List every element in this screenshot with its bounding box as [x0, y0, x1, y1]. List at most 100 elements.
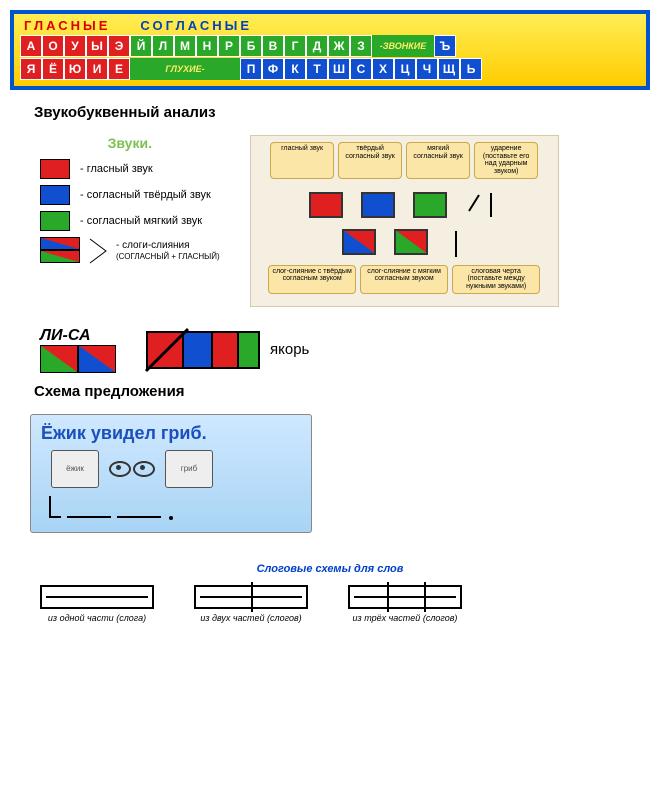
letter-А: А: [20, 35, 42, 57]
letter-О: О: [42, 35, 64, 57]
example-lisa-block: ЛИ-СА якорь: [40, 327, 650, 373]
alphabet-row-2: ЯЁЮИЕГЛУХИЕ-ПФКТШСХЦЧЩЬ: [20, 58, 640, 80]
ref-square: [361, 192, 395, 218]
caption: ГЛУХИЕ-: [130, 58, 240, 80]
yakor-label: якорь: [270, 341, 309, 358]
header-vowels: ГЛАСНЫЕ: [24, 18, 110, 33]
letter-Л: Л: [152, 35, 174, 57]
lisa-cell: [78, 345, 116, 373]
legend-swatch: [40, 159, 70, 179]
bracket-icon: [88, 237, 108, 265]
sentence-scheme: [49, 496, 301, 518]
syllable-label: из трёх частей (слогов): [348, 613, 462, 623]
letter-Ъ: Ъ: [434, 35, 456, 57]
lisa-label: ЛИ-СА: [40, 327, 116, 345]
example-yakor-block: якорь: [146, 331, 309, 369]
yakor-segment: [213, 333, 240, 367]
letter-Ь: Ь: [460, 58, 482, 80]
syllable-scheme: из двух частей (слогов): [194, 585, 308, 623]
eyes-icon: [109, 461, 155, 477]
legend-title: Звуки.: [40, 135, 220, 151]
yakor-segment: [184, 333, 212, 367]
letter-Д: Д: [306, 35, 328, 57]
section-title-sentence-scheme: Схема предложения: [34, 383, 650, 400]
ref-card: слог-слияние с твёрдым согласным звуком: [268, 265, 356, 294]
ref-card: твёрдый согласный звук: [338, 142, 402, 179]
letter-Ж: Ж: [328, 35, 350, 57]
letter-Ф: Ф: [262, 58, 284, 80]
letter-Я: Я: [20, 58, 42, 80]
letter-Т: Т: [306, 58, 328, 80]
letter-П: П: [240, 58, 262, 80]
ref-square: [309, 192, 343, 218]
syllable-divider-mark: [446, 229, 466, 261]
legend-swatch: [40, 211, 70, 231]
letter-Э: Э: [108, 35, 130, 57]
letter-Ю: Ю: [64, 58, 86, 80]
header-consonants: СОГЛАСНЫЕ: [140, 18, 252, 33]
sound-reference-panel: гласный звуктвёрдый согласный звукмягкий…: [250, 135, 559, 307]
legend-row: - согласный твёрдый звук: [40, 185, 220, 205]
letter-Н: Н: [196, 35, 218, 57]
letter-С: С: [350, 58, 372, 80]
lisa-cell: [40, 345, 78, 373]
letter-Е: Е: [108, 58, 130, 80]
letter-Г: Г: [284, 35, 306, 57]
letter-М: М: [174, 35, 196, 57]
legend-text: - гласный звук: [80, 163, 153, 175]
syllable-label: - слоги-слияния (СОГЛАСНЫЙ + ГЛАСНЫЙ): [116, 240, 220, 262]
ref-square: [413, 192, 447, 218]
legend-swatch: [40, 185, 70, 205]
legend-row: - согласный мягкий звук: [40, 211, 220, 231]
letter-Б: Б: [240, 35, 262, 57]
letter-Ы: Ы: [86, 35, 108, 57]
picture-mushroom: гриб: [165, 450, 213, 488]
legend-text: - согласный твёрдый звук: [80, 189, 211, 201]
syllable-swatch: [40, 237, 80, 265]
syllable-label: из двух частей (слогов): [194, 613, 308, 623]
sentence-example-card: Ёжик увидел гриб. ёжик гриб: [30, 414, 312, 533]
letter-И: И: [86, 58, 108, 80]
ref-syllable-box: [342, 229, 376, 255]
letter-З: З: [350, 35, 372, 57]
sound-legend: Звуки. - гласный звук - согласный твёрдый…: [10, 135, 220, 265]
letter-Х: Х: [372, 58, 394, 80]
strip-header: ГЛАСНЫЕ СОГЛАСНЫЕ: [20, 18, 640, 33]
ref-card: слог-слияние с мягким согласным звуком: [360, 265, 448, 294]
syllable-schemes-row: из одной части (слога) из двух частей (сл…: [10, 585, 650, 623]
syllable-box: [348, 585, 462, 609]
syllable-box: [40, 585, 154, 609]
stress-marks: [465, 189, 499, 221]
letter-Щ: Щ: [438, 58, 460, 80]
caption: -ЗВОНКИЕ: [372, 35, 434, 57]
legend-text: - согласный мягкий звук: [80, 215, 202, 227]
syllable-scheme: из одной части (слога): [40, 585, 154, 623]
alphabet-row-1: АОУЫЭЙЛМНРБВГДЖЗ-ЗВОНКИЕЪ: [20, 35, 640, 57]
letter-К: К: [284, 58, 306, 80]
yakor-shape: [146, 331, 260, 369]
ref-card: гласный звук: [270, 142, 334, 179]
lisa-boxes: [40, 345, 116, 373]
letter-В: В: [262, 35, 284, 57]
legend-row: - гласный звук: [40, 159, 220, 179]
syllable-schemes-title: Слоговые схемы для слов: [10, 563, 650, 575]
letter-Р: Р: [218, 35, 240, 57]
alphabet-strip: ГЛАСНЫЕ СОГЛАСНЫЕ АОУЫЭЙЛМНРБВГДЖЗ-ЗВОНК…: [10, 10, 650, 90]
legend-syllable-row: - слоги-слияния (СОГЛАСНЫЙ + ГЛАСНЫЙ): [40, 237, 220, 265]
letter-Ё: Ё: [42, 58, 64, 80]
picture-hedgehog: ёжик: [51, 450, 99, 488]
letter-Й: Й: [130, 35, 152, 57]
letter-У: У: [64, 35, 86, 57]
syllable-label: из одной части (слога): [40, 613, 154, 623]
letter-Ц: Ц: [394, 58, 416, 80]
section-title-sound-analysis: Звукобуквенный анализ: [34, 104, 650, 121]
ref-card: ударение (поставьте его над ударным звук…: [474, 142, 538, 179]
letter-Ч: Ч: [416, 58, 438, 80]
syllable-box: [194, 585, 308, 609]
yakor-segment: [148, 333, 184, 367]
syllable-scheme: из трёх частей (слогов): [348, 585, 462, 623]
ref-card: мягкий согласный звук: [406, 142, 470, 179]
letter-Ш: Ш: [328, 58, 350, 80]
sentence-text: Ёжик увидел гриб.: [41, 423, 301, 444]
yakor-segment: [239, 333, 258, 367]
